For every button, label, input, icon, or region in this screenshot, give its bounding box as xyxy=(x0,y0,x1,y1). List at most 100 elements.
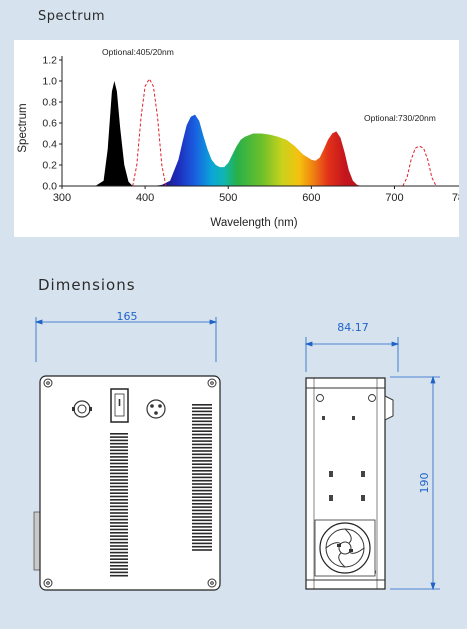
power-connector-icon xyxy=(72,400,92,418)
vent-slot xyxy=(192,407,212,409)
vent-slot xyxy=(192,473,212,475)
vent-slot xyxy=(192,522,212,525)
vent-slot xyxy=(192,516,212,518)
side-height-dimension xyxy=(390,375,440,591)
y-tick-label: 0.0 xyxy=(42,181,57,193)
front-housing xyxy=(39,375,221,591)
vent-slot xyxy=(192,519,212,522)
vent-slot xyxy=(110,436,128,438)
vent-slot xyxy=(192,437,212,439)
vent-slot xyxy=(110,482,128,485)
vent-slot xyxy=(110,466,128,468)
vent-slot xyxy=(110,538,128,541)
vent-slot xyxy=(192,450,212,452)
vent-slot xyxy=(110,459,128,461)
y-tick-label: 0.4 xyxy=(42,139,57,151)
vent-slot xyxy=(192,499,212,502)
vent-slot xyxy=(110,462,128,465)
y-tick-label: 1.2 xyxy=(42,55,57,67)
x-tick-label: 500 xyxy=(219,192,237,204)
vent-slot xyxy=(110,525,128,527)
vent-slot xyxy=(110,565,128,567)
vent-slot xyxy=(192,410,212,413)
vent-slot xyxy=(192,417,212,419)
vent-slot xyxy=(192,542,212,545)
vent-slot xyxy=(110,568,128,570)
spectrum-section-title: Spectrum xyxy=(38,9,105,24)
vent-slot xyxy=(110,489,128,491)
vent-slot xyxy=(192,506,212,508)
vent-slot xyxy=(110,515,128,518)
vent-slot xyxy=(192,423,212,426)
vent-slot xyxy=(110,545,128,547)
vent-slot xyxy=(192,413,212,416)
vent-slot xyxy=(192,430,212,432)
vent-slot xyxy=(110,452,128,455)
vent-slot xyxy=(192,509,212,512)
vent-slot xyxy=(192,460,212,462)
vent-slot xyxy=(110,485,128,488)
vent-slot xyxy=(110,528,128,531)
optional-730-curve xyxy=(402,145,437,187)
x-tick-label: 700 xyxy=(385,192,403,204)
vent-slot xyxy=(192,479,212,482)
spectrum-chart-panel: 3004005006007007800.00.20.40.60.81.01.2 … xyxy=(14,40,459,237)
optional-405-curve xyxy=(132,77,167,187)
vent-slot xyxy=(110,433,128,435)
vent-slot xyxy=(192,539,212,541)
vent-slot xyxy=(110,492,128,494)
vent-slot xyxy=(110,475,128,478)
vent-slot xyxy=(192,529,212,531)
x-tick-label: 600 xyxy=(302,192,320,204)
vent-slot xyxy=(110,439,128,442)
vent-slot xyxy=(192,476,212,479)
x-tick-label: 400 xyxy=(136,192,154,204)
power-switch-icon xyxy=(110,388,129,423)
vent-slot xyxy=(192,545,212,548)
vent-slot xyxy=(110,522,128,524)
side-view xyxy=(305,377,394,590)
height-dimension-label: 190 xyxy=(418,473,431,494)
vent-slot xyxy=(110,495,128,498)
y-tick-label: 0.6 xyxy=(42,118,57,130)
depth-dimension-label: 84.17 xyxy=(337,321,369,334)
vent-slot xyxy=(192,512,212,515)
vent-slot xyxy=(192,463,212,465)
vent-slot xyxy=(192,440,212,442)
vent-slot xyxy=(110,456,128,458)
fan-icon xyxy=(314,519,376,577)
front-screws xyxy=(43,378,217,588)
vent-slot xyxy=(110,561,128,564)
vent-slot xyxy=(192,532,212,535)
x-axis-title: Wavelength (nm) xyxy=(210,217,297,229)
vent-slot xyxy=(192,536,212,538)
vent-slot xyxy=(110,555,128,557)
x-tick-label: 300 xyxy=(53,192,71,204)
y-tick-label: 1.0 xyxy=(42,76,57,88)
vent-slot xyxy=(192,549,212,551)
vent-slot xyxy=(192,503,212,505)
dimensions-drawing: 165 xyxy=(33,310,440,591)
vent-slot xyxy=(110,505,128,508)
vent-slot xyxy=(110,442,128,445)
vent-slot xyxy=(110,571,128,574)
side-holes xyxy=(322,416,365,501)
vent-slot xyxy=(110,558,128,560)
vent-slot xyxy=(192,420,212,423)
vent-slot xyxy=(110,502,128,504)
spectrum-area xyxy=(95,81,362,186)
side-depth-dimension xyxy=(304,337,400,372)
vent-slot xyxy=(192,526,212,528)
vent-slot xyxy=(110,535,128,537)
vent-slot xyxy=(110,512,128,514)
vent-slot xyxy=(110,551,128,554)
y-tick-label: 0.2 xyxy=(42,160,57,172)
right-vent-grille xyxy=(192,404,212,551)
vent-slot xyxy=(110,469,128,471)
y-axis-title: Spectrum xyxy=(17,103,29,152)
y-tick-label: 0.8 xyxy=(42,97,57,109)
vent-slot xyxy=(110,499,128,501)
left-vent-grille xyxy=(110,433,128,577)
vent-slot xyxy=(192,433,212,436)
vent-slot xyxy=(110,574,128,577)
